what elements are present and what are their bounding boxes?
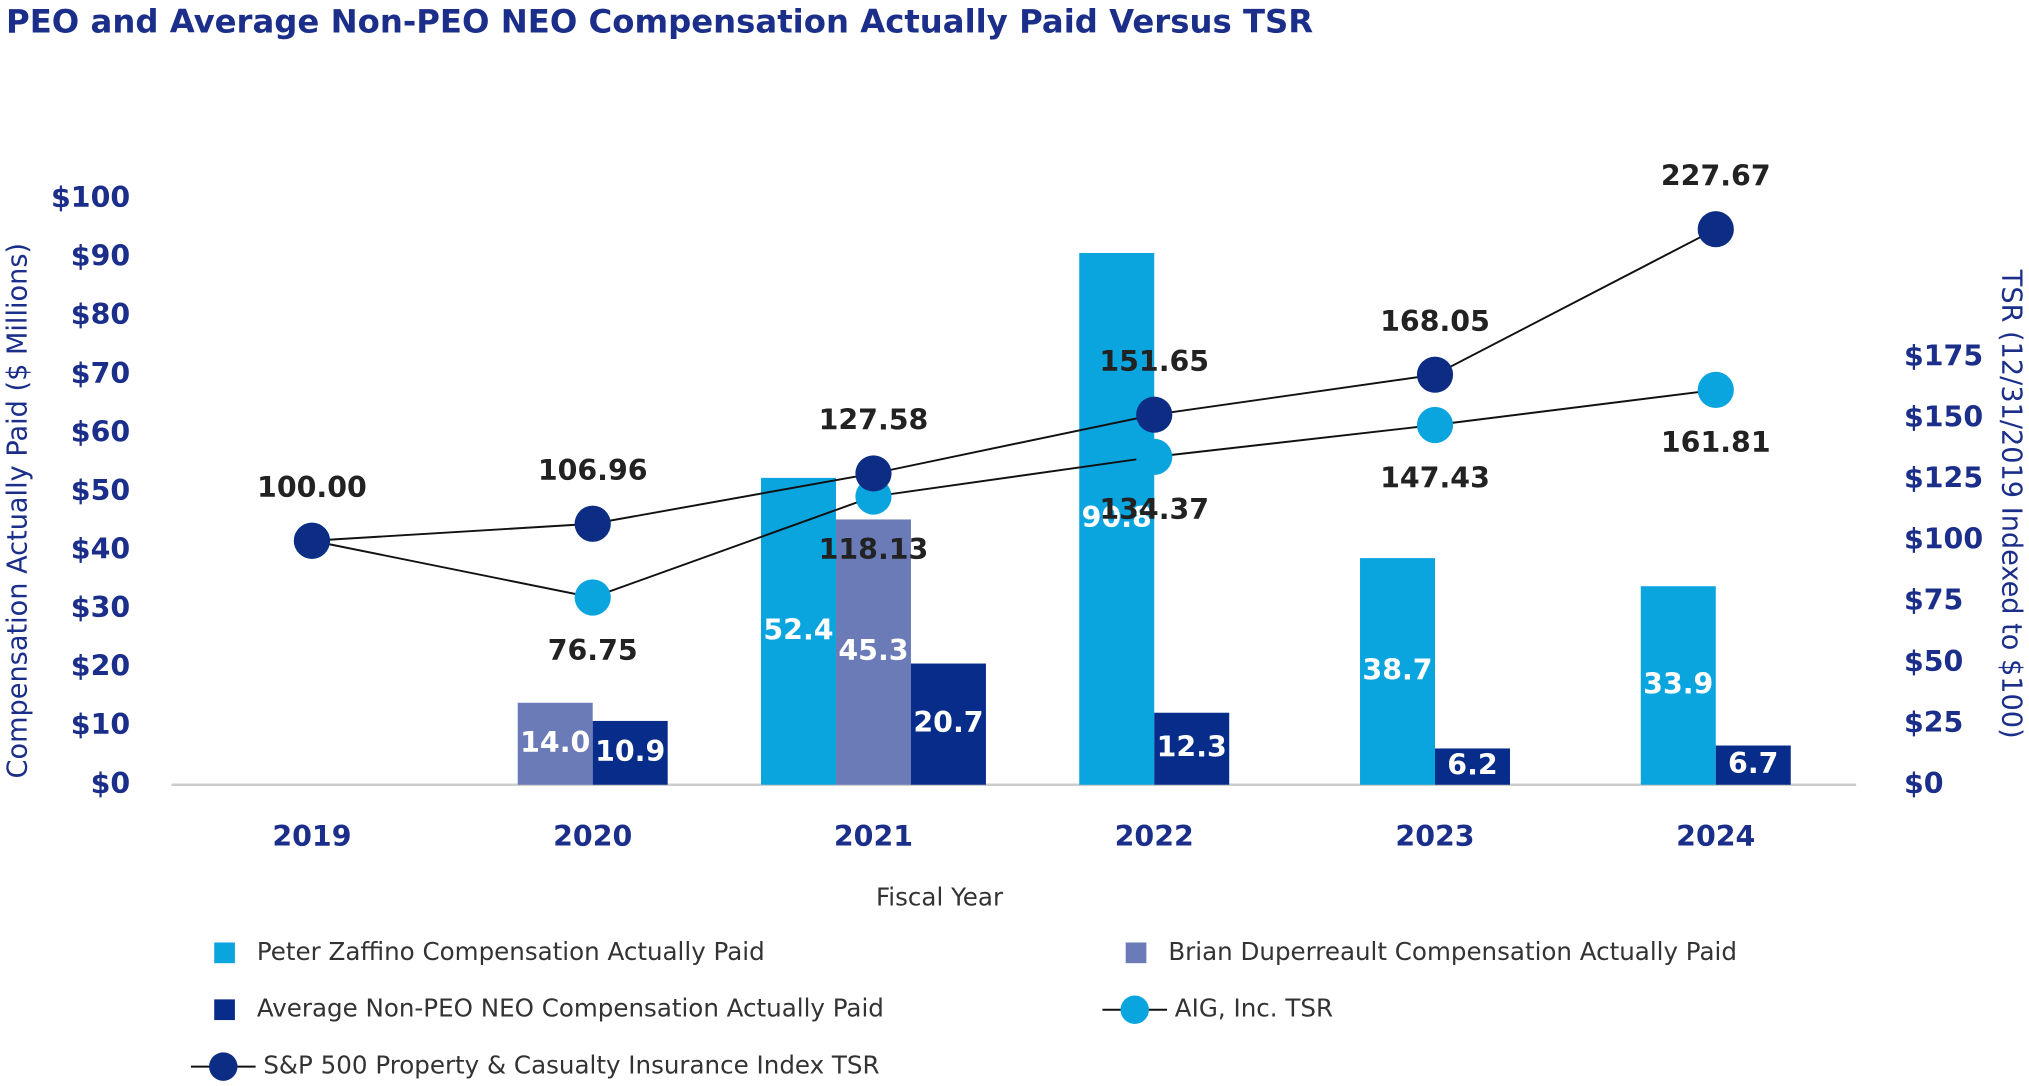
bar-value-label: 20.7 bbox=[913, 706, 983, 739]
y-tick-label: $30 bbox=[71, 591, 130, 624]
legend-label: S&P 500 Property & Casualty Insurance In… bbox=[263, 1051, 879, 1080]
line-point bbox=[1136, 438, 1173, 475]
y-axis-label: Compensation Actually Paid ($ Millions) bbox=[2, 243, 33, 779]
y2-tick-label: $75 bbox=[1904, 584, 1963, 617]
legend-label: Brian Duperreault Compensation Actually … bbox=[1168, 937, 1737, 966]
legend-marker bbox=[1120, 995, 1149, 1024]
x-tick-label: 2024 bbox=[1676, 820, 1755, 853]
bar bbox=[592, 720, 668, 785]
bar bbox=[1079, 252, 1155, 785]
y2-tick-label: $100 bbox=[1904, 523, 1983, 556]
bar bbox=[1435, 748, 1510, 785]
bar-value-label: 10.9 bbox=[595, 735, 665, 768]
bar-value-label: 14.0 bbox=[520, 726, 590, 759]
bar-value-label: 90.8 bbox=[1082, 501, 1152, 534]
x-tick-label: 2022 bbox=[1115, 820, 1194, 853]
line-point bbox=[1697, 211, 1734, 248]
line-value-label: 151.65 bbox=[1099, 345, 1209, 378]
legend-swatch bbox=[214, 999, 235, 1021]
line bbox=[311, 388, 1716, 599]
bar bbox=[1640, 586, 1716, 785]
line-point bbox=[574, 579, 611, 616]
y2-tick-label: $25 bbox=[1904, 706, 1963, 739]
y-tick-label: $90 bbox=[71, 240, 130, 273]
y2-tick-label: $0 bbox=[1904, 767, 1944, 800]
line-value-label: 100.00 bbox=[257, 471, 367, 504]
bar-value-label: 6.2 bbox=[1447, 749, 1497, 782]
legend-label: AIG, Inc. TSR bbox=[1175, 994, 1333, 1023]
line-value-label: 168.05 bbox=[1380, 305, 1490, 338]
legend-swatch bbox=[1125, 942, 1147, 964]
bar-value-label: 12.3 bbox=[1157, 731, 1227, 764]
y-tick-label: $40 bbox=[71, 532, 130, 565]
y2-axis-label: TSR (12/31/2019 Indexed to $100) bbox=[1996, 269, 2027, 739]
y-tick-label: $0 bbox=[91, 767, 131, 800]
line-value-label: 106.96 bbox=[538, 454, 648, 487]
bar-value-label: 52.4 bbox=[763, 613, 833, 646]
y2-tick-label: $150 bbox=[1904, 401, 1983, 434]
y2-tick-label: $50 bbox=[1904, 645, 1963, 678]
bar bbox=[760, 477, 836, 785]
y-tick-label: $50 bbox=[71, 474, 130, 507]
legend-marker bbox=[209, 1052, 238, 1081]
bar bbox=[1154, 712, 1230, 785]
bar-value-label: 33.9 bbox=[1643, 667, 1713, 700]
x-tick-label: 2019 bbox=[272, 820, 351, 853]
line-point bbox=[855, 455, 892, 492]
x-tick-label: 2023 bbox=[1395, 820, 1474, 853]
y2-tick-label: $125 bbox=[1904, 462, 1983, 495]
x-tick-label: 2021 bbox=[834, 820, 913, 853]
legend-swatch bbox=[214, 942, 235, 964]
y-tick-label: $100 bbox=[51, 181, 130, 214]
bar bbox=[1360, 558, 1436, 785]
y-tick-label: $20 bbox=[71, 650, 130, 683]
y2-tick-label: $175 bbox=[1904, 340, 1983, 373]
line-point bbox=[1697, 371, 1734, 409]
line-point bbox=[293, 522, 331, 559]
line bbox=[311, 228, 1717, 542]
x-axis-label: Fiscal Year bbox=[876, 883, 1004, 912]
bar bbox=[517, 702, 593, 785]
bar-value-label: 6.7 bbox=[1728, 747, 1778, 780]
line-point bbox=[1416, 356, 1454, 393]
bar bbox=[835, 519, 911, 785]
legend-label: Peter Zaffino Compensation Actually Paid bbox=[257, 937, 765, 966]
line-value-label: 118.13 bbox=[819, 533, 929, 566]
line-value-label: 127.58 bbox=[819, 404, 929, 437]
bar bbox=[1715, 745, 1791, 785]
chart-title: PEO and Average Non-PEO NEO Compensation… bbox=[6, 2, 1313, 40]
bar-value-label: 45.3 bbox=[838, 634, 908, 667]
y-tick-label: $70 bbox=[71, 357, 130, 390]
legend-label: Average Non-PEO NEO Compensation Actuall… bbox=[257, 994, 884, 1023]
line-value-label: 147.43 bbox=[1380, 461, 1490, 494]
line-value-label: 161.81 bbox=[1661, 426, 1771, 459]
line-point bbox=[1136, 396, 1173, 433]
y-tick-label: $60 bbox=[71, 415, 130, 448]
line-value-label: 76.75 bbox=[548, 634, 638, 667]
line-point bbox=[574, 505, 611, 542]
line-point bbox=[1416, 406, 1454, 444]
x-tick-label: 2020 bbox=[553, 820, 632, 853]
bar-value-label: 38.7 bbox=[1362, 653, 1432, 686]
y-tick-label: $10 bbox=[71, 708, 130, 741]
line-value-label: 134.37 bbox=[1099, 493, 1209, 526]
line-value-label: 227.67 bbox=[1661, 159, 1771, 192]
bar bbox=[910, 663, 986, 785]
y-tick-label: $80 bbox=[71, 298, 130, 331]
